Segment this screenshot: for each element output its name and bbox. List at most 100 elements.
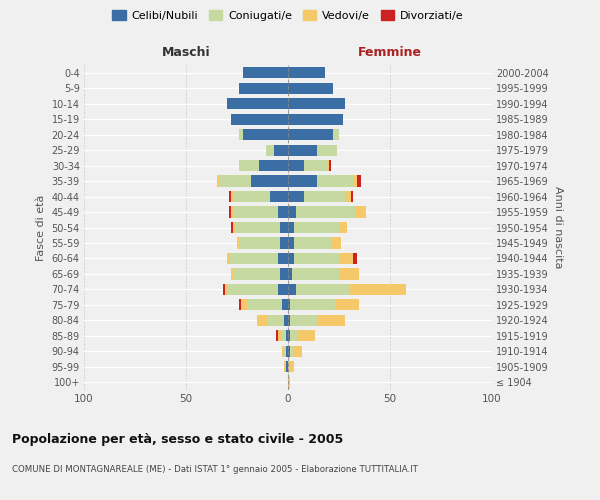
Bar (288, 330, 290, 342)
Bar (268, 315, 284, 326)
Bar (288, 253, 294, 264)
Bar (243, 129, 288, 140)
Bar (288, 315, 290, 326)
Bar (286, 330, 288, 342)
Bar (288, 346, 290, 357)
Y-axis label: Anni di nascita: Anni di nascita (553, 186, 563, 269)
Legend: Celibi/Nubili, Coniugati/e, Vedovi/e, Divorziati/e: Celibi/Nubili, Coniugati/e, Vedovi/e, Di… (108, 6, 468, 25)
Bar (329, 160, 331, 171)
Bar (339, 222, 347, 233)
Bar (251, 176, 288, 186)
Bar (282, 300, 288, 310)
Bar (353, 176, 358, 186)
Bar (298, 330, 314, 342)
Bar (345, 191, 351, 202)
Bar (257, 315, 268, 326)
Bar (288, 98, 345, 110)
Bar (284, 361, 286, 372)
Bar (288, 160, 304, 171)
Bar (335, 300, 359, 310)
Bar (284, 315, 288, 326)
Bar (331, 238, 341, 248)
Bar (280, 238, 288, 248)
Bar (235, 222, 280, 233)
Bar (288, 376, 290, 388)
Bar (227, 98, 288, 110)
Bar (231, 206, 233, 218)
Bar (239, 160, 259, 171)
Bar (239, 238, 280, 248)
Bar (278, 330, 282, 342)
Bar (288, 284, 296, 295)
Bar (333, 129, 339, 140)
Bar (294, 253, 339, 264)
Bar (288, 300, 290, 310)
Bar (290, 300, 335, 310)
Bar (304, 191, 345, 202)
Text: Popolazione per età, sesso e stato civile - 2005: Popolazione per età, sesso e stato civil… (12, 432, 343, 446)
Bar (239, 129, 243, 140)
Y-axis label: Fasce di età: Fasce di età (36, 194, 46, 260)
Bar (358, 176, 361, 186)
Bar (218, 176, 251, 186)
Bar (225, 284, 227, 295)
Text: COMUNE DI MONTAGNAREALE (ME) - Dati ISTAT 1° gennaio 2005 - Elaborazione TUTTITA: COMUNE DI MONTAGNAREALE (ME) - Dati ISTA… (12, 466, 418, 474)
Bar (280, 268, 288, 280)
Bar (339, 253, 353, 264)
Bar (317, 176, 353, 186)
Bar (288, 67, 325, 78)
Bar (233, 206, 278, 218)
Bar (231, 222, 233, 233)
Bar (282, 346, 284, 357)
Bar (278, 253, 288, 264)
Bar (282, 330, 286, 342)
Bar (294, 346, 302, 357)
Bar (217, 176, 218, 186)
Bar (231, 191, 233, 202)
Bar (290, 361, 294, 372)
Bar (349, 284, 406, 295)
Bar (288, 222, 294, 233)
Bar (351, 191, 353, 202)
Bar (274, 144, 288, 156)
Bar (233, 191, 269, 202)
Bar (223, 284, 225, 295)
Bar (288, 268, 292, 280)
Bar (239, 82, 288, 94)
Bar (227, 284, 278, 295)
Bar (286, 346, 288, 357)
Bar (233, 268, 280, 280)
Bar (304, 160, 327, 171)
Bar (229, 206, 231, 218)
Bar (241, 300, 247, 310)
Bar (296, 206, 355, 218)
Bar (288, 129, 333, 140)
Bar (317, 315, 345, 326)
Bar (296, 284, 349, 295)
Bar (292, 268, 339, 280)
Bar (339, 268, 359, 280)
Bar (239, 300, 241, 310)
Bar (237, 238, 239, 248)
Bar (229, 191, 231, 202)
Bar (247, 300, 282, 310)
Bar (288, 206, 296, 218)
Bar (327, 160, 329, 171)
Bar (355, 206, 365, 218)
Bar (288, 191, 304, 202)
Bar (286, 361, 288, 372)
Bar (233, 222, 235, 233)
Bar (259, 160, 288, 171)
Bar (288, 144, 317, 156)
Bar (284, 346, 286, 357)
Bar (294, 222, 339, 233)
Bar (278, 206, 288, 218)
Bar (243, 67, 288, 78)
Bar (231, 268, 233, 280)
Bar (288, 238, 294, 248)
Text: Maschi: Maschi (161, 46, 211, 59)
Bar (231, 114, 288, 124)
Bar (288, 82, 333, 94)
Bar (288, 361, 290, 372)
Bar (290, 315, 317, 326)
